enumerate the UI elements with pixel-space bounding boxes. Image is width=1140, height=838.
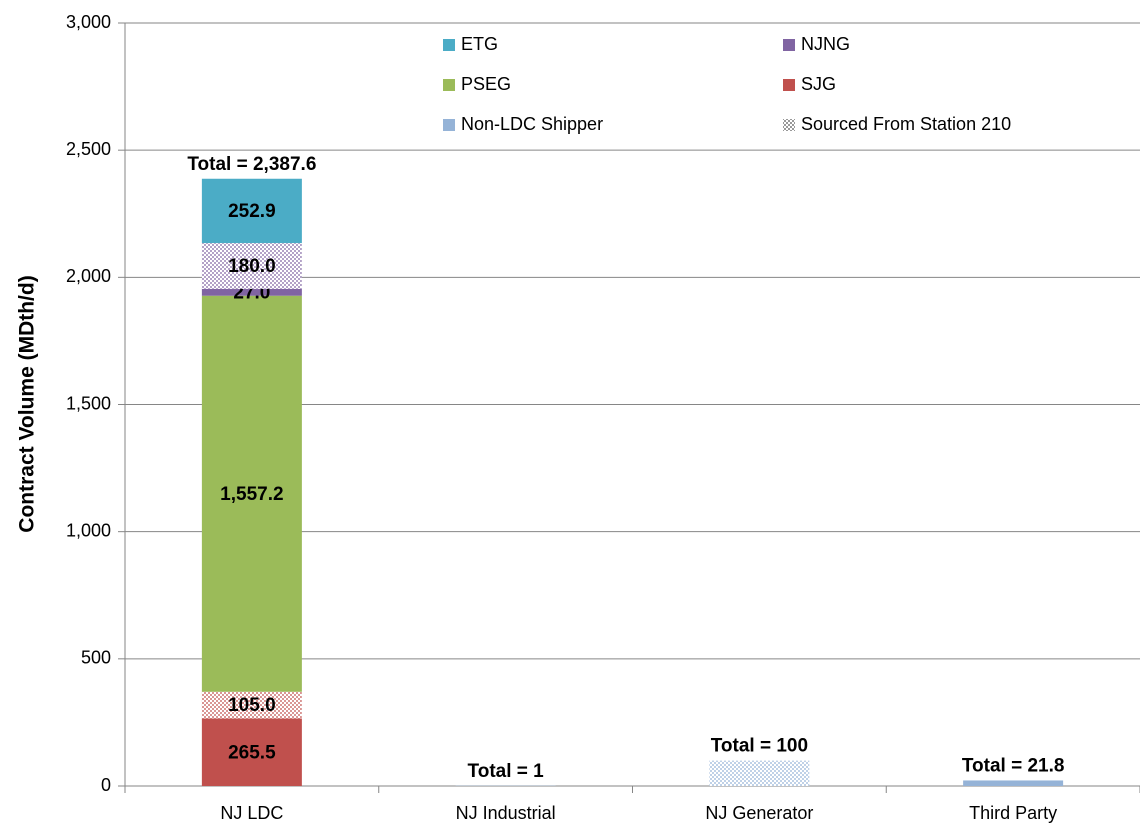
legend-label: Non-LDC Shipper: [461, 114, 603, 134]
data-label: 265.5: [228, 742, 276, 763]
legend-label: ETG: [461, 34, 498, 54]
legend-swatch: [443, 79, 455, 91]
x-tick-label: NJ LDC: [220, 803, 283, 823]
legend-swatch: [783, 119, 795, 131]
data-label: 252.9: [228, 201, 276, 222]
y-axis-label: Contract Volume (MDth/d): [16, 275, 39, 532]
total-label: Total = 21.8: [962, 755, 1065, 776]
y-tick-label: 1,500: [66, 393, 111, 413]
legend-swatch: [443, 39, 455, 51]
x-tick-label: NJ Industrial: [456, 803, 556, 823]
x-tick-label: NJ Generator: [705, 803, 813, 823]
y-tick-label: 2,000: [66, 266, 111, 286]
y-tick-label: 3,000: [66, 12, 111, 32]
x-tick-label: Third Party: [969, 803, 1057, 823]
y-tick-label: 0: [101, 775, 111, 795]
legend-label: SJG: [801, 74, 836, 94]
bar-segment: [709, 761, 809, 786]
y-tick-label: 1,000: [66, 520, 111, 540]
total-label: Total = 100: [711, 736, 808, 757]
legend-label: Sourced From Station 210: [801, 114, 1011, 134]
data-label: 105.0: [228, 695, 276, 716]
data-label: 1,557.2: [220, 484, 283, 505]
legend-swatch: [783, 79, 795, 91]
y-tick-label: 500: [81, 648, 111, 668]
data-label: 180.0: [228, 256, 276, 277]
legend-label: NJNG: [801, 34, 850, 54]
legend-swatch: [443, 119, 455, 131]
y-tick-label: 2,500: [66, 139, 111, 159]
bar-segment: [963, 780, 1063, 786]
total-label: Total = 2,387.6: [187, 154, 316, 175]
legend-label: PSEG: [461, 74, 511, 94]
legend-swatch: [783, 39, 795, 51]
total-label: Total = 1: [468, 761, 545, 782]
